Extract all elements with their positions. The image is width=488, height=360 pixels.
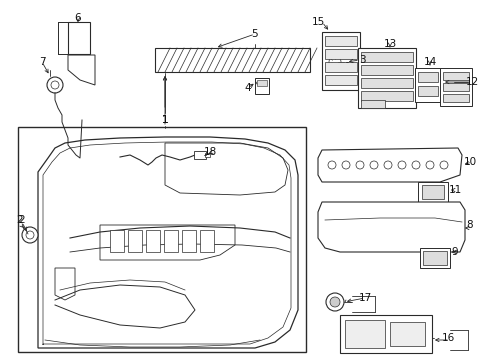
Bar bbox=[321, 32, 359, 90]
Circle shape bbox=[51, 81, 59, 89]
Bar bbox=[421, 185, 443, 199]
Bar bbox=[417, 182, 447, 202]
Bar bbox=[439, 68, 471, 106]
Circle shape bbox=[341, 161, 349, 169]
Bar bbox=[442, 83, 468, 91]
Text: 8: 8 bbox=[466, 220, 472, 230]
Polygon shape bbox=[317, 202, 464, 252]
Bar bbox=[422, 251, 446, 265]
Bar bbox=[182, 230, 196, 252]
Bar bbox=[442, 72, 468, 80]
Bar bbox=[128, 230, 142, 252]
Text: 12: 12 bbox=[465, 77, 478, 87]
Text: 9: 9 bbox=[451, 247, 457, 257]
Bar bbox=[110, 230, 124, 252]
Bar bbox=[204, 153, 209, 157]
Circle shape bbox=[369, 161, 377, 169]
Text: 6: 6 bbox=[75, 13, 81, 23]
Text: 13: 13 bbox=[383, 39, 396, 49]
Text: 14: 14 bbox=[423, 57, 436, 67]
Bar bbox=[345, 320, 384, 348]
Bar bbox=[360, 65, 412, 75]
Bar bbox=[18, 127, 305, 352]
Text: 15: 15 bbox=[311, 17, 324, 27]
Text: 2: 2 bbox=[19, 215, 25, 225]
Text: 7: 7 bbox=[39, 57, 45, 67]
Text: 3: 3 bbox=[358, 55, 365, 65]
Bar bbox=[360, 78, 412, 88]
Bar bbox=[360, 91, 412, 101]
Bar bbox=[442, 94, 468, 102]
Text: 10: 10 bbox=[463, 157, 476, 167]
Bar bbox=[155, 48, 309, 72]
Circle shape bbox=[329, 297, 339, 307]
Bar bbox=[339, 315, 431, 353]
Text: 16: 16 bbox=[441, 333, 454, 343]
Text: 4: 4 bbox=[244, 83, 251, 93]
Circle shape bbox=[328, 56, 340, 68]
Text: 18: 18 bbox=[203, 147, 216, 157]
Bar bbox=[200, 230, 214, 252]
Bar bbox=[417, 72, 437, 82]
Circle shape bbox=[327, 161, 335, 169]
Bar bbox=[325, 36, 356, 46]
Text: 17: 17 bbox=[358, 293, 371, 303]
Bar bbox=[257, 80, 266, 86]
Bar bbox=[325, 75, 356, 85]
Text: 1: 1 bbox=[162, 115, 168, 125]
Circle shape bbox=[22, 227, 38, 243]
Bar bbox=[68, 22, 90, 54]
Text: 5: 5 bbox=[251, 29, 258, 39]
Circle shape bbox=[439, 161, 447, 169]
Bar bbox=[325, 49, 356, 59]
Circle shape bbox=[397, 161, 405, 169]
Text: 1: 1 bbox=[162, 115, 168, 125]
Bar bbox=[357, 48, 415, 108]
Bar bbox=[419, 248, 449, 268]
Bar bbox=[146, 230, 160, 252]
Bar bbox=[389, 322, 424, 346]
Bar bbox=[360, 100, 384, 108]
Bar bbox=[417, 86, 437, 96]
Circle shape bbox=[325, 293, 343, 311]
Bar bbox=[163, 230, 178, 252]
Circle shape bbox=[47, 77, 63, 93]
Text: 11: 11 bbox=[447, 185, 461, 195]
Text: 2: 2 bbox=[17, 215, 23, 225]
Circle shape bbox=[325, 52, 345, 72]
Bar bbox=[254, 78, 268, 94]
Bar bbox=[325, 62, 356, 72]
Bar bbox=[194, 151, 205, 159]
Circle shape bbox=[425, 161, 433, 169]
Bar bbox=[360, 52, 412, 62]
Circle shape bbox=[411, 161, 419, 169]
Polygon shape bbox=[317, 148, 461, 182]
Circle shape bbox=[26, 231, 34, 239]
Bar bbox=[414, 68, 440, 102]
Text: 1: 1 bbox=[162, 115, 168, 125]
Circle shape bbox=[383, 161, 391, 169]
Circle shape bbox=[355, 161, 363, 169]
